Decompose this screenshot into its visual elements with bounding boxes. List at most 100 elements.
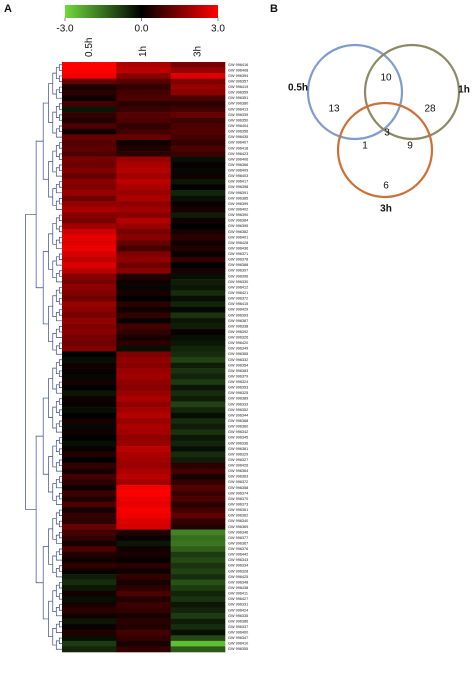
heatmap-cell [62, 217, 117, 224]
heatmap-cell [62, 629, 117, 636]
dendrogram-branch [52, 260, 57, 279]
heatmap-cell [62, 468, 117, 475]
heatmap-cell [170, 362, 226, 369]
row-label: GW 996408 [228, 68, 248, 72]
row-label: GW 996359 [228, 91, 248, 95]
row-label: GW 996389 [228, 397, 248, 401]
venn-circle [306, 43, 404, 141]
row-label: GW 996442 [228, 553, 248, 557]
heatmap-cell [62, 551, 117, 558]
dendrogram-branch [58, 153, 62, 160]
dendrogram-branch [58, 214, 62, 221]
heatmap-cell [62, 334, 117, 341]
dendrogram-branch [58, 548, 62, 555]
dendrogram-branch [58, 370, 62, 377]
dendrogram-branch [58, 342, 62, 350]
dendrogram-branch [55, 512, 60, 525]
heatmap-cell [170, 440, 226, 447]
heatmap-cell [170, 184, 226, 191]
heatmap-cell [116, 423, 171, 430]
heatmap-cell [170, 295, 226, 302]
row-label: GW 996357 [228, 79, 248, 83]
dendrogram-branch [48, 528, 53, 565]
row-label: GW 996328 [228, 569, 248, 573]
region-count: 1 [362, 141, 368, 152]
dendrogram-branch [55, 145, 60, 157]
row-label: GW 996336 [228, 441, 248, 445]
dendrogram-branch [58, 326, 62, 333]
heatmap-cell [116, 379, 171, 386]
heatmap-cell [62, 323, 117, 330]
heatmap-cell [170, 613, 226, 619]
heatmap-cell [170, 629, 226, 636]
heatmap-cell [116, 357, 171, 363]
heatmap-cell [62, 579, 117, 586]
heatmap-cell [62, 295, 117, 302]
row-label: GW 996436 [228, 246, 248, 250]
heatmap-cell [62, 501, 117, 508]
heatmap-cell [170, 156, 226, 163]
heatmap-cell [170, 84, 226, 91]
heatmap-cell [116, 145, 171, 152]
heatmap-cell [116, 245, 171, 252]
heatmap-cell [62, 290, 117, 297]
dendrogram-branch [48, 83, 53, 123]
row-label: GW 996399 [228, 202, 248, 206]
heatmap-cell [62, 429, 117, 436]
heatmap-cell [170, 574, 226, 580]
heatmap-cell [62, 590, 117, 597]
heatmap-cell [62, 134, 117, 141]
dendrogram-branch [55, 362, 60, 375]
heatmap-cell [62, 284, 117, 291]
row-label: GW 996324 [228, 380, 248, 384]
heatmap-cell [62, 184, 117, 191]
row-label: GW 996373 [228, 503, 248, 507]
row-label: GW 996396 [228, 274, 248, 278]
panel-label: A [4, 3, 12, 15]
dendrogram-branch [48, 161, 53, 198]
dendrogram-branch [58, 181, 62, 188]
dendrogram-branch [35, 435, 44, 584]
row-label: GW 996407 [228, 141, 248, 145]
row-label: GW 996398 [228, 185, 248, 189]
heatmap-cell [170, 318, 226, 324]
heatmap-cell [62, 485, 117, 491]
heatmap-cell [62, 139, 117, 146]
dendrogram-branch [58, 64, 62, 71]
row-label: GW 996392 [228, 330, 248, 334]
row-label: GW 996326 [228, 336, 248, 340]
dendrogram-branch [48, 600, 53, 638]
heatmap-cell [170, 390, 226, 397]
heatmap-cell [170, 429, 226, 436]
row-label: GW 996427 [228, 597, 248, 601]
dendrogram-branch [58, 309, 62, 316]
row-label: GW 996386 [228, 619, 248, 623]
colorbar-tick-label: 0.0 [135, 24, 149, 35]
heatmap-cell [116, 228, 171, 235]
heatmap-cell [170, 351, 226, 358]
dendrogram-branch [58, 531, 62, 539]
dendrogram-branch [58, 459, 62, 466]
dendrogram-branch [52, 590, 57, 612]
row-label: GW 996418 [228, 146, 248, 150]
row-label: GW 996400 [228, 631, 248, 635]
heatmap-cell [116, 568, 171, 575]
heatmap-cell [116, 206, 171, 213]
dendrogram-branch [58, 520, 62, 528]
heatmap-cell [170, 73, 226, 79]
heatmap-cell [62, 123, 117, 130]
heatmap-cell [62, 490, 117, 497]
heatmap-cell [170, 496, 226, 503]
heatmap-cell [170, 579, 226, 586]
heatmap-cell [62, 112, 117, 118]
heatmap-cell [116, 451, 171, 458]
heatmap-cell [116, 440, 171, 447]
row-label: GW 996385 [228, 196, 248, 200]
dendrogram-branch [58, 409, 62, 416]
heatmap-cell [116, 273, 171, 280]
row-label: GW 996335 [228, 614, 248, 618]
heatmap-cell [62, 635, 117, 642]
heatmap-cell [170, 306, 226, 313]
heatmap-cell [62, 162, 117, 169]
